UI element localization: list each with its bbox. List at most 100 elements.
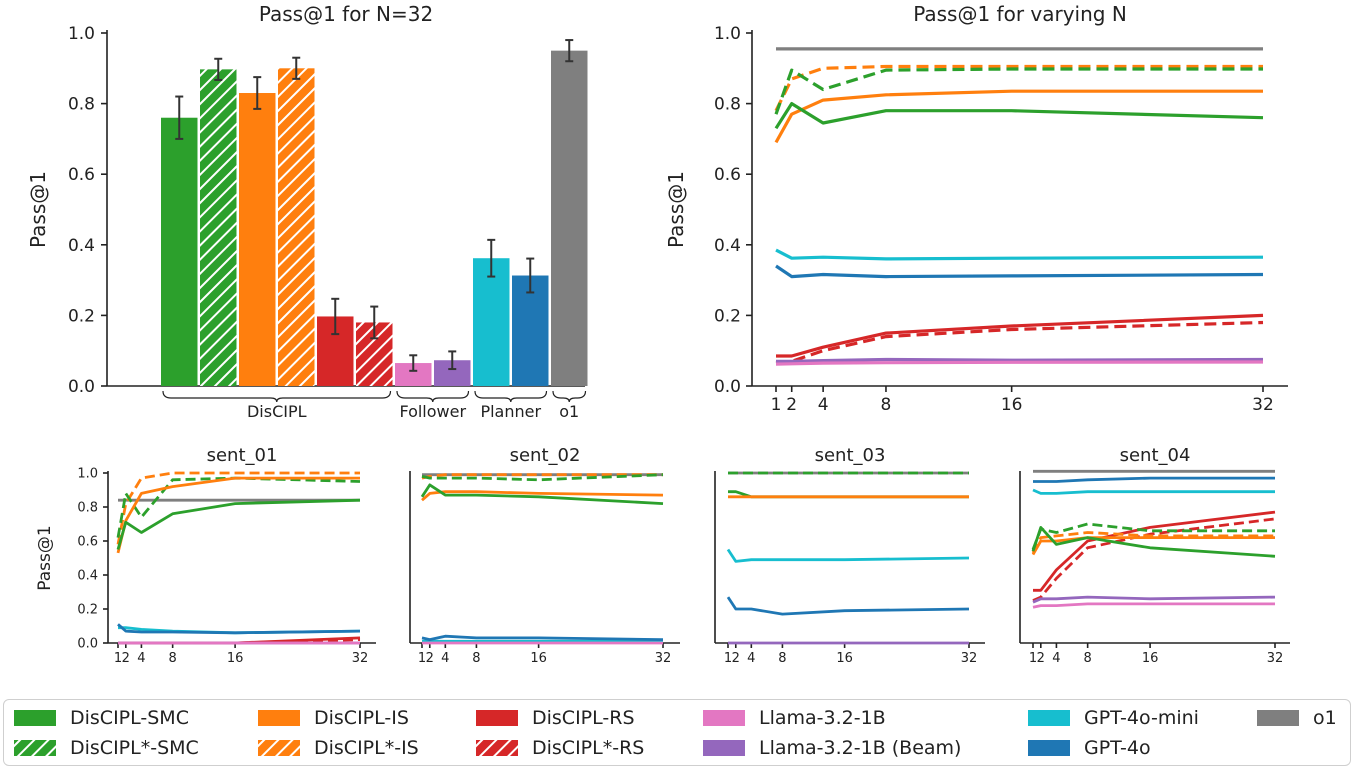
series-line [1033, 476, 1275, 483]
series-line [1032, 602, 1275, 609]
x-tick-label: 32 [961, 651, 978, 666]
legend-item: GPT-4o [1028, 737, 1151, 759]
y-tick-label: 0.0 [714, 377, 741, 397]
x-tick-label: 1 [771, 395, 782, 415]
legend-swatch-fill [14, 740, 56, 756]
legend-label: DisCIPL-IS [314, 707, 409, 729]
series-line [1032, 488, 1275, 495]
y-tick-label: 0.8 [714, 95, 741, 115]
legend-item: o1 [1257, 707, 1337, 729]
legend-item: DisCIPL-RS [476, 707, 635, 729]
x-tick-label: 2 [732, 651, 740, 666]
x-tick-label: 4 [747, 651, 755, 666]
series-line [775, 320, 1264, 365]
group-label: o1 [559, 402, 579, 421]
y-tick-label: 0.4 [68, 236, 95, 256]
y-axis-label: Pass@1 [26, 171, 50, 248]
subplot-sent-01: sent_01 Pass@1 0.0 0.2 0.4 0.6 0.8 1.0 1 2 4 8 16 32 [35, 445, 376, 666]
y-tick-label: 1.0 [68, 24, 95, 44]
legend-item: DisCIPL*-RS [476, 737, 644, 759]
legend-item: DisCIPL-IS [258, 707, 409, 729]
legend-swatch [14, 710, 56, 726]
y-tick-label: 0.0 [68, 377, 95, 397]
x-tick-label: 2 [1037, 651, 1045, 666]
series-line [421, 473, 664, 482]
legend-label: GPT-4o-mini [1084, 707, 1199, 729]
y-tick-label: 0.8 [77, 501, 98, 516]
legend-swatch-fill [703, 740, 745, 756]
x-tick-label: 1 [724, 651, 732, 666]
legend-item: DisCIPL-SMC [14, 707, 189, 729]
x-tick-label: 32 [655, 651, 672, 666]
series-line [116, 476, 360, 554]
series-line [420, 483, 664, 505]
legend-swatch [703, 710, 745, 726]
x-tick-label: 1 [418, 651, 426, 666]
group-brace [552, 390, 587, 403]
series-line [776, 313, 1264, 358]
y-tick-label: 0.2 [68, 306, 95, 326]
y-tick-label: 0.2 [714, 306, 741, 326]
bar [161, 117, 198, 386]
x-tick-label: 32 [1252, 395, 1274, 415]
x-tick-label: 4 [441, 651, 449, 666]
y-tick-label: 1.0 [77, 467, 98, 482]
legend-swatch [476, 710, 518, 726]
bar-chart-n32: Pass@1 for N=32 Pass@1 0.0 0.2 0.4 0.6 0.8 1.0 D… [26, 2, 588, 421]
x-tick-label: 32 [1267, 651, 1284, 666]
group-label: Planner [480, 402, 541, 421]
series-line [726, 548, 970, 563]
x-tick-label: 4 [137, 651, 145, 666]
subplot-sent-03: sent_03 1 2 4 8 16 32 [714, 445, 985, 666]
series-line [775, 360, 1264, 366]
subplot-sent-04: sent_04 1 2 4 8 16 32 [1019, 445, 1290, 666]
x-tick-label: 16 [836, 651, 853, 666]
bar [278, 68, 315, 387]
series-line [1033, 510, 1276, 592]
y-tick-label: 0.2 [77, 603, 98, 618]
group-label: Follower [399, 402, 466, 421]
x-tick-label: 8 [169, 651, 177, 666]
series-line [421, 634, 664, 641]
group-brace [396, 390, 470, 403]
bar [395, 363, 432, 386]
series-line [774, 101, 1264, 130]
x-tick-label: 4 [818, 395, 829, 415]
chart-title: sent_03 [815, 445, 886, 466]
y-tick-label: 0.4 [714, 236, 741, 256]
legend-swatch-fill [703, 710, 745, 726]
x-tick-label: 8 [881, 395, 892, 415]
legend-item: DisCIPL*-SMC [14, 737, 199, 759]
legend-item: GPT-4o-mini [1028, 707, 1199, 729]
series-line [1031, 531, 1275, 554]
series-line [1032, 595, 1276, 604]
legend-label: Llama-3.2-1B (Beam) [759, 737, 962, 759]
legend-swatch [14, 740, 56, 756]
y-tick-label: 1.0 [714, 24, 741, 44]
y-axis-label: Pass@1 [35, 525, 55, 590]
bar [512, 275, 549, 386]
series-line [116, 498, 361, 550]
series-line [776, 357, 1264, 363]
legend-item: Llama-3.2-1B (Beam) [703, 737, 961, 759]
x-tick-label: 8 [472, 651, 480, 666]
legend-item: Llama-3.2-1B [703, 707, 886, 729]
x-tick-label: 32 [352, 651, 369, 666]
x-tick-label: 4 [1052, 651, 1060, 666]
y-tick-label: 0.6 [714, 165, 741, 185]
x-tick-label: 8 [1084, 651, 1092, 666]
x-tick-label: 16 [1001, 395, 1023, 415]
legend-label: DisCIPL*-RS [532, 737, 645, 759]
legend-swatch [703, 740, 745, 756]
x-tick-label: 16 [1142, 651, 1159, 666]
y-tick-label: 0.0 [77, 637, 98, 652]
legend-swatch-fill [1257, 710, 1299, 726]
series-line [1031, 526, 1276, 558]
series-line [774, 64, 1263, 112]
legend-swatch-fill [258, 710, 300, 726]
x-tick-label: 2 [122, 651, 130, 666]
legend-swatch [1257, 710, 1299, 726]
group-brace [162, 390, 392, 403]
series-line [774, 89, 1263, 144]
y-tick-label: 0.6 [68, 165, 95, 185]
